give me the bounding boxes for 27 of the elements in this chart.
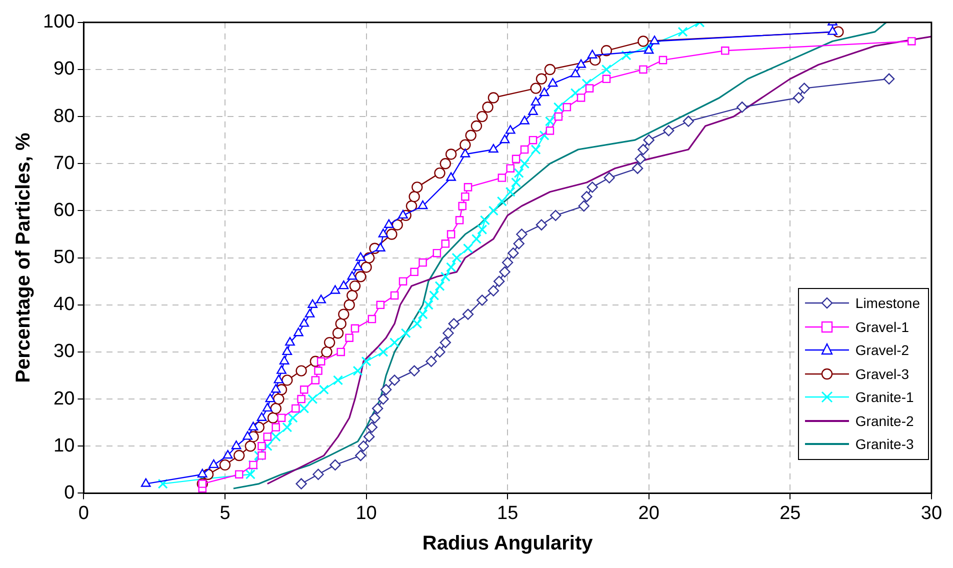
y-axis-title: Percentage of Particles, % bbox=[12, 132, 35, 383]
x-tick-label: 15 bbox=[496, 502, 518, 524]
y-tick-label: 80 bbox=[54, 106, 75, 127]
x-tick-label: 25 bbox=[780, 502, 801, 524]
legend-label: Granite-3 bbox=[855, 436, 914, 452]
y-tick-label: 50 bbox=[54, 247, 75, 268]
legend-label: Limestone bbox=[855, 295, 920, 312]
x-tick-label: 10 bbox=[356, 502, 377, 524]
y-tick-label: 10 bbox=[54, 435, 75, 456]
legend-label: Gravel-1 bbox=[855, 318, 910, 335]
y-tick-label: 0 bbox=[64, 482, 75, 504]
y-tick-label: 100 bbox=[43, 12, 75, 33]
y-tick-label: 90 bbox=[54, 58, 75, 80]
legend-label: Granite-1 bbox=[855, 389, 914, 406]
x-tick-label: 5 bbox=[220, 502, 230, 524]
y-tick-label: 70 bbox=[54, 152, 75, 174]
y-tick-label: 60 bbox=[54, 200, 75, 221]
y-tick-label: 40 bbox=[54, 294, 75, 316]
legend-label: Granite-2 bbox=[855, 412, 914, 429]
x-tick-label: 30 bbox=[920, 502, 942, 524]
y-tick-label: 30 bbox=[54, 341, 75, 362]
x-tick-label: 0 bbox=[78, 502, 89, 524]
x-tick-label: 20 bbox=[638, 502, 660, 524]
legend-label: Gravel-3 bbox=[855, 366, 910, 382]
x-axis-title: Radius Angularity bbox=[422, 532, 594, 555]
legend-label: Gravel-2 bbox=[855, 342, 910, 358]
y-tick-label: 20 bbox=[54, 388, 75, 410]
